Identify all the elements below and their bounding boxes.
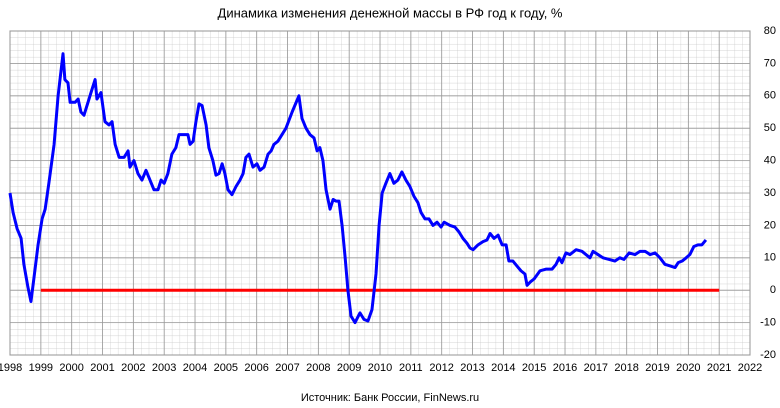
x-tick-label: 2000 [59,362,83,374]
chart-title: Динамика изменения денежной массы в РФ г… [218,5,563,20]
y-tick-label: 30 [764,187,776,199]
y-tick-label: -20 [760,349,776,361]
x-tick-label: 2022 [738,362,762,374]
x-tick-label: 2018 [614,362,638,374]
x-tick-label: 2004 [183,362,207,374]
x-tick-label: 2006 [244,362,268,374]
x-tick-label: 2010 [368,362,392,374]
x-tick-label: 2005 [214,362,238,374]
x-tick-label: 2002 [121,362,145,374]
x-tick-label: 2001 [90,362,114,374]
y-tick-label: 50 [764,122,776,134]
x-tick-label: 1999 [29,362,53,374]
x-tick-label: 2015 [522,362,546,374]
x-tick-label: 2009 [337,362,361,374]
y-tick-label: 20 [764,219,776,231]
x-tick-label: 1998 [0,362,22,374]
y-tick-label: 60 [764,90,776,102]
x-tick-label: 2003 [152,362,176,374]
x-tick-label: 2013 [460,362,484,374]
y-tick-label: 40 [764,155,776,167]
data-line [8,52,708,325]
y-tick-label: 70 [764,57,776,69]
x-tick-label: 2016 [553,362,577,374]
y-tick-label: 80 [764,25,776,37]
y-tick-label: 10 [764,252,776,264]
x-tick-label: 2021 [707,362,731,374]
x-tick-label: 2007 [275,362,299,374]
x-tick-label: 2012 [429,362,453,374]
x-tick-label: 2020 [676,362,700,374]
x-tick-label: 2011 [399,362,423,374]
x-tick-label: 2008 [306,362,330,374]
x-tick-label: 2019 [645,362,669,374]
x-tick-label: 2014 [491,362,515,374]
x-tick-label: 2017 [584,362,608,374]
source-note: Источник: Банк России, FinNews.ru [301,392,479,404]
y-tick-label: 0 [770,284,776,296]
y-tick-label: -10 [760,317,776,329]
